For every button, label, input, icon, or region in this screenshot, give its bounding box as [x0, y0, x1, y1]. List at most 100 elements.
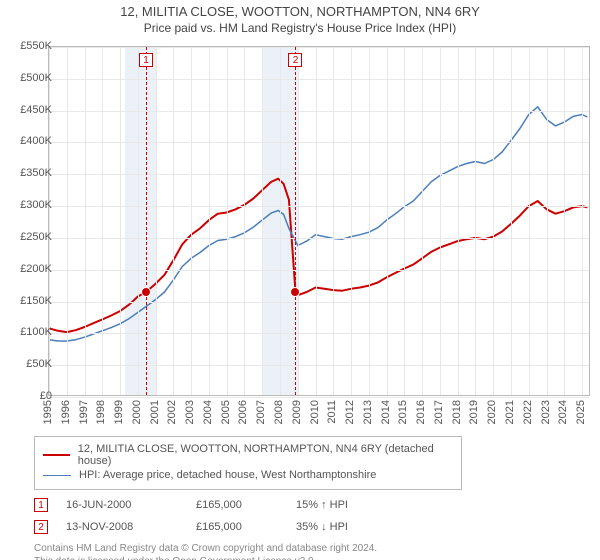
y-gridline: [49, 238, 589, 239]
footer-line-2: This data is licensed under the Open Gov…: [34, 555, 590, 560]
x-gridline: [333, 47, 334, 395]
x-gridline: [422, 47, 423, 395]
y-tick-label: £350K: [6, 167, 52, 179]
x-tick-label: 2006: [237, 400, 249, 424]
line-svg: [49, 47, 591, 397]
x-gridline: [138, 47, 139, 395]
x-gridline: [209, 47, 210, 395]
x-gridline: [404, 47, 405, 395]
y-gridline: [49, 397, 589, 398]
x-gridline: [102, 47, 103, 395]
x-tick-label: 2014: [380, 400, 392, 424]
x-tick-label: 2003: [184, 400, 196, 424]
x-tick-label: 2005: [220, 400, 232, 424]
legend-item: 12, MILITIA CLOSE, WOOTTON, NORTHAMPTON,…: [43, 443, 453, 467]
x-tick-label: 1996: [60, 400, 72, 424]
x-tick-label: 2008: [273, 400, 285, 424]
legend-swatch: [43, 454, 70, 456]
title-main: 12, MILITIA CLOSE, WOOTTON, NORTHAMPTON,…: [0, 4, 600, 19]
x-gridline: [369, 47, 370, 395]
y-tick-label: £400K: [6, 135, 52, 147]
y-gridline: [49, 174, 589, 175]
x-tick-label: 1999: [113, 400, 125, 424]
x-tick-label: 2023: [540, 400, 552, 424]
x-gridline: [582, 47, 583, 395]
x-gridline: [280, 47, 281, 395]
x-tick-label: 2002: [166, 400, 178, 424]
event-marker-box: 2: [288, 53, 302, 67]
x-gridline: [227, 47, 228, 395]
x-gridline: [440, 47, 441, 395]
x-tick-label: 2018: [451, 400, 463, 424]
x-gridline: [156, 47, 157, 395]
x-tick-label: 2001: [149, 400, 161, 424]
x-tick-label: 1998: [95, 400, 107, 424]
transaction-price: £165,000: [196, 499, 296, 511]
event-marker-box: 1: [139, 53, 153, 67]
event-line: [146, 47, 147, 395]
y-tick-label: £50K: [6, 358, 52, 370]
y-gridline: [49, 333, 589, 334]
y-tick-label: £100K: [6, 326, 52, 338]
x-gridline: [262, 47, 263, 395]
x-tick-label: 2021: [504, 400, 516, 424]
y-gridline: [49, 206, 589, 207]
x-gridline: [458, 47, 459, 395]
x-tick-label: 2020: [486, 400, 498, 424]
x-gridline: [316, 47, 317, 395]
x-tick-label: 1997: [78, 400, 90, 424]
x-tick-label: 2007: [255, 400, 267, 424]
x-tick-label: 2024: [557, 400, 569, 424]
x-tick-label: 2011: [326, 400, 338, 424]
x-gridline: [511, 47, 512, 395]
legend-swatch: [43, 475, 71, 476]
plot: 12: [48, 46, 590, 396]
transaction-date: 16-JUN-2000: [66, 499, 196, 511]
footer-line-1: Contains HM Land Registry data © Crown c…: [34, 542, 590, 555]
series-marker: [141, 287, 151, 297]
legend-item: HPI: Average price, detached house, West…: [43, 469, 453, 481]
x-tick-label: 2015: [397, 400, 409, 424]
transaction-delta: 35% ↓ HPI: [296, 521, 426, 533]
chart-area: 12 1995199619971998199920002001200220032…: [48, 46, 590, 396]
legend-box: 12, MILITIA CLOSE, WOOTTON, NORTHAMPTON,…: [34, 436, 462, 490]
x-gridline: [67, 47, 68, 395]
transaction-marker: 2: [34, 520, 48, 534]
legend-label: HPI: Average price, detached house, West…: [79, 469, 376, 481]
x-tick-label: 1995: [42, 400, 54, 424]
x-tick-label: 2025: [575, 400, 587, 424]
y-tick-label: £150K: [6, 295, 52, 307]
y-tick-label: £550K: [6, 40, 52, 52]
y-gridline: [49, 47, 589, 48]
x-tick-label: 2016: [415, 400, 427, 424]
y-tick-label: £450K: [6, 104, 52, 116]
x-gridline: [298, 47, 299, 395]
x-tick-label: 2022: [522, 400, 534, 424]
y-tick-label: £300K: [6, 199, 52, 211]
transaction-delta: 15% ↑ HPI: [296, 499, 426, 511]
x-tick-label: 2004: [202, 400, 214, 424]
transaction-marker: 1: [34, 498, 48, 512]
transaction-rows: 116-JUN-2000£165,00015% ↑ HPI213-NOV-200…: [34, 498, 590, 534]
y-gridline: [49, 365, 589, 366]
y-tick-label: £500K: [6, 72, 52, 84]
series-line-property: [49, 179, 587, 332]
x-gridline: [493, 47, 494, 395]
title-sub: Price paid vs. HM Land Registry's House …: [0, 21, 600, 35]
x-tick-label: 2019: [468, 400, 480, 424]
transaction-price: £165,000: [196, 521, 296, 533]
y-gridline: [49, 302, 589, 303]
x-gridline: [120, 47, 121, 395]
y-gridline: [49, 142, 589, 143]
legend-label: 12, MILITIA CLOSE, WOOTTON, NORTHAMPTON,…: [78, 443, 453, 467]
y-tick-label: £250K: [6, 231, 52, 243]
x-gridline: [49, 47, 50, 395]
x-tick-label: 2000: [131, 400, 143, 424]
x-gridline: [85, 47, 86, 395]
x-gridline: [387, 47, 388, 395]
x-tick-label: 2017: [433, 400, 445, 424]
series-marker: [290, 287, 300, 297]
x-gridline: [529, 47, 530, 395]
y-gridline: [49, 79, 589, 80]
x-tick-label: 2013: [362, 400, 374, 424]
